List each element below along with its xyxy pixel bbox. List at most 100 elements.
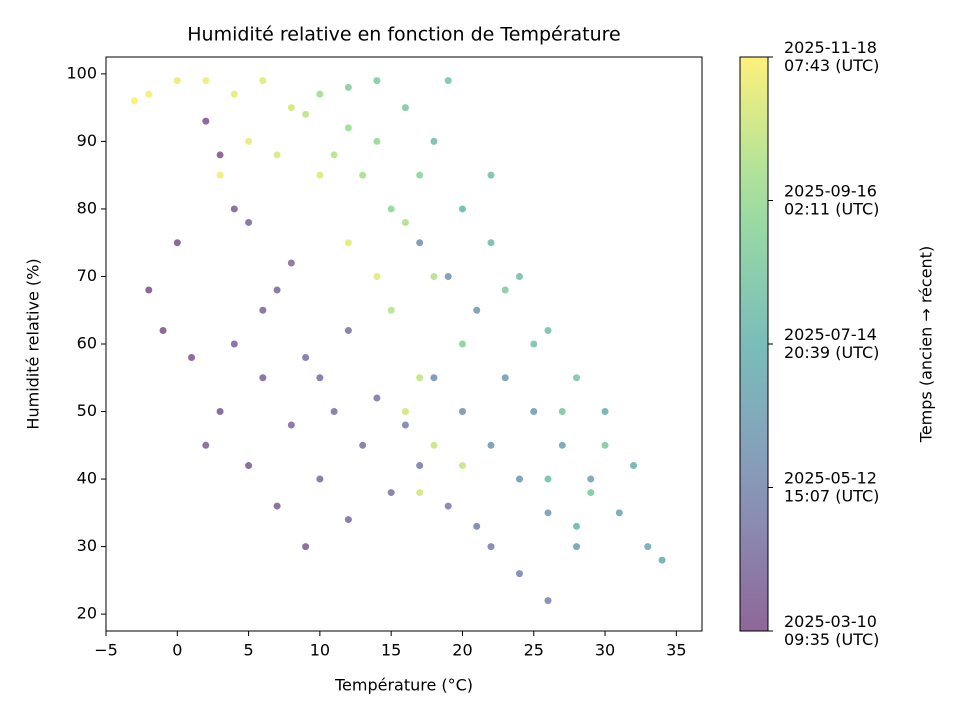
point — [202, 117, 210, 125]
chart-title: Humidité relative en fonction de Tempéra… — [187, 24, 621, 46]
point — [344, 239, 352, 247]
point — [487, 543, 495, 551]
y-tick-label: 50 — [77, 401, 97, 420]
x-tick-label: 15 — [381, 641, 401, 660]
point — [373, 137, 381, 145]
point — [316, 475, 324, 483]
point — [173, 239, 181, 247]
point — [259, 374, 267, 382]
y-tick-label: 70 — [77, 266, 97, 285]
y-tick-label: 20 — [77, 604, 97, 623]
plot-frame — [105, 56, 703, 632]
x-tick-label: 10 — [310, 641, 330, 660]
point — [444, 77, 452, 85]
point — [601, 408, 609, 416]
point — [587, 489, 595, 497]
point — [202, 77, 210, 85]
y-tick-label: 80 — [77, 198, 97, 217]
point — [515, 475, 523, 483]
point — [601, 441, 609, 449]
point — [245, 218, 253, 226]
point — [373, 77, 381, 85]
point — [302, 110, 310, 118]
x-tick-label: −5 — [94, 641, 118, 660]
point — [344, 83, 352, 91]
colorbar-tick-label: 2025-11-18 07:43 (UTC) — [784, 38, 879, 75]
point — [131, 97, 139, 105]
point — [501, 286, 509, 294]
point — [416, 462, 424, 470]
point — [216, 408, 224, 416]
point — [416, 239, 424, 247]
point — [387, 205, 395, 213]
point — [587, 475, 595, 483]
y-tick-label: 40 — [77, 469, 97, 488]
colorbar — [739, 56, 769, 632]
point — [558, 441, 566, 449]
x-tick-label: 35 — [666, 641, 686, 660]
point — [473, 522, 481, 530]
point — [573, 374, 581, 382]
point — [273, 151, 281, 159]
point — [558, 408, 566, 416]
point — [416, 489, 424, 497]
point — [401, 104, 409, 112]
point — [458, 340, 466, 348]
point — [145, 286, 153, 294]
point — [344, 124, 352, 132]
point — [302, 543, 310, 551]
point — [230, 205, 238, 213]
point — [330, 408, 338, 416]
y-tick-label: 90 — [77, 131, 97, 150]
point — [287, 259, 295, 267]
point — [644, 543, 652, 551]
point — [573, 543, 581, 551]
point — [630, 462, 638, 470]
point — [344, 326, 352, 334]
point — [359, 441, 367, 449]
point — [444, 272, 452, 280]
point — [416, 374, 424, 382]
point — [487, 441, 495, 449]
colorbar-tick-label: 2025-05-12 15:07 (UTC) — [784, 468, 879, 505]
point — [487, 171, 495, 179]
point — [458, 408, 466, 416]
x-tick-label: 0 — [172, 641, 182, 660]
point — [373, 394, 381, 402]
point — [273, 502, 281, 510]
point — [359, 171, 367, 179]
y-tick-label: 100 — [66, 63, 97, 82]
point — [273, 286, 281, 294]
point — [515, 570, 523, 578]
x-tick-label: 30 — [595, 641, 615, 660]
point — [401, 218, 409, 226]
point — [287, 104, 295, 112]
point — [530, 408, 538, 416]
point — [487, 239, 495, 247]
y-tick-label: 30 — [77, 536, 97, 555]
colorbar-label: Temps (ancien → récent) — [917, 246, 936, 443]
point — [515, 272, 523, 280]
x-tick-label: 5 — [243, 641, 253, 660]
point — [316, 171, 324, 179]
x-tick-label: 25 — [524, 641, 544, 660]
point — [430, 374, 438, 382]
point — [430, 137, 438, 145]
point — [444, 502, 452, 510]
point — [330, 151, 338, 159]
point — [544, 509, 552, 517]
point — [188, 354, 196, 362]
point — [658, 556, 666, 564]
point — [245, 137, 253, 145]
point — [159, 326, 167, 334]
y-tick-label: 60 — [77, 334, 97, 353]
point — [573, 522, 581, 530]
point — [216, 151, 224, 159]
point — [387, 489, 395, 497]
point — [316, 90, 324, 98]
point — [259, 77, 267, 85]
point — [458, 205, 466, 213]
point — [401, 421, 409, 429]
point — [259, 306, 267, 314]
